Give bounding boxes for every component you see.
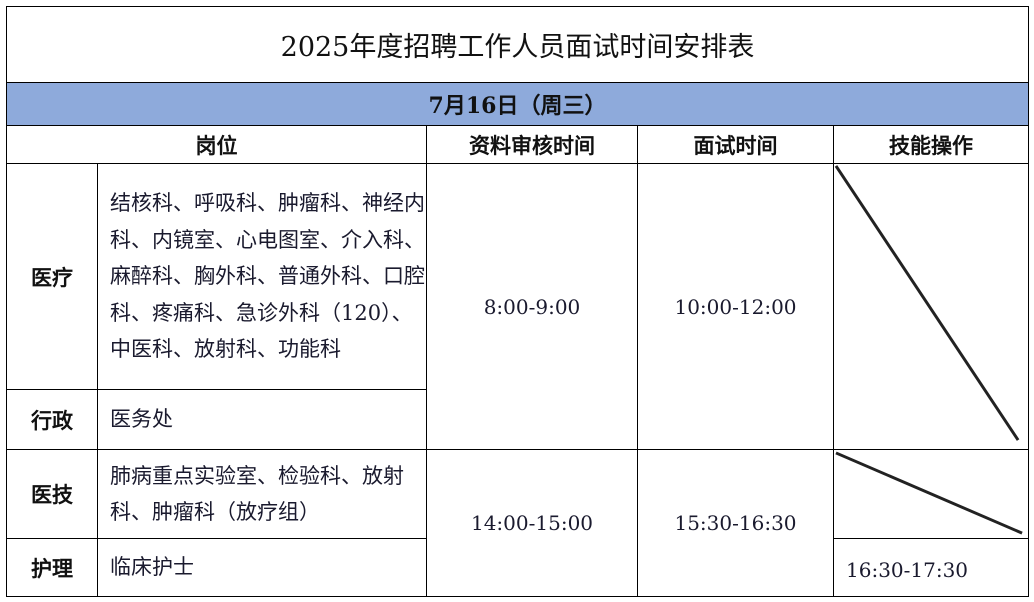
category-nursing: 护理 [6, 538, 98, 597]
interview-time-group1: 10:00-12:00 [637, 163, 834, 450]
skill-test-empty-medtech [833, 449, 1029, 539]
departments-medical: 结核科、呼吸科、肿瘤科、神经内科、内镜室、心电图室、介入科、麻醉科、胸外科、普通… [97, 163, 427, 390]
diagonal-line [834, 165, 1020, 441]
interview-time-group2: 15:30-16:30 [637, 449, 834, 597]
category-admin: 行政 [6, 389, 98, 450]
header-skill-test: 技能操作 [833, 125, 1029, 164]
category-medical: 医疗 [6, 163, 98, 390]
departments-medtech: 肺病重点实验室、检验科、放射科、肿瘤科（放疗组） [97, 449, 427, 539]
departments-nursing: 临床护士 [97, 538, 427, 597]
header-interview-time: 面试时间 [637, 125, 834, 164]
skill-test-empty-group1 [833, 163, 1029, 450]
skill-test-time-nursing: 16:30-17:30 [833, 538, 1029, 597]
header-position: 岗位 [6, 125, 427, 164]
review-time-group2: 14:00-15:00 [426, 449, 638, 597]
date-banner: 7月16日（周三） [6, 82, 1029, 126]
diagonal-line [835, 451, 1023, 535]
category-medtech: 医技 [6, 449, 98, 539]
departments-admin: 医务处 [97, 389, 427, 450]
page-title: 2025年度招聘工作人员面试时间安排表 [6, 6, 1029, 83]
header-review-time: 资料审核时间 [426, 125, 638, 164]
review-time-group1: 8:00-9:00 [426, 163, 638, 450]
